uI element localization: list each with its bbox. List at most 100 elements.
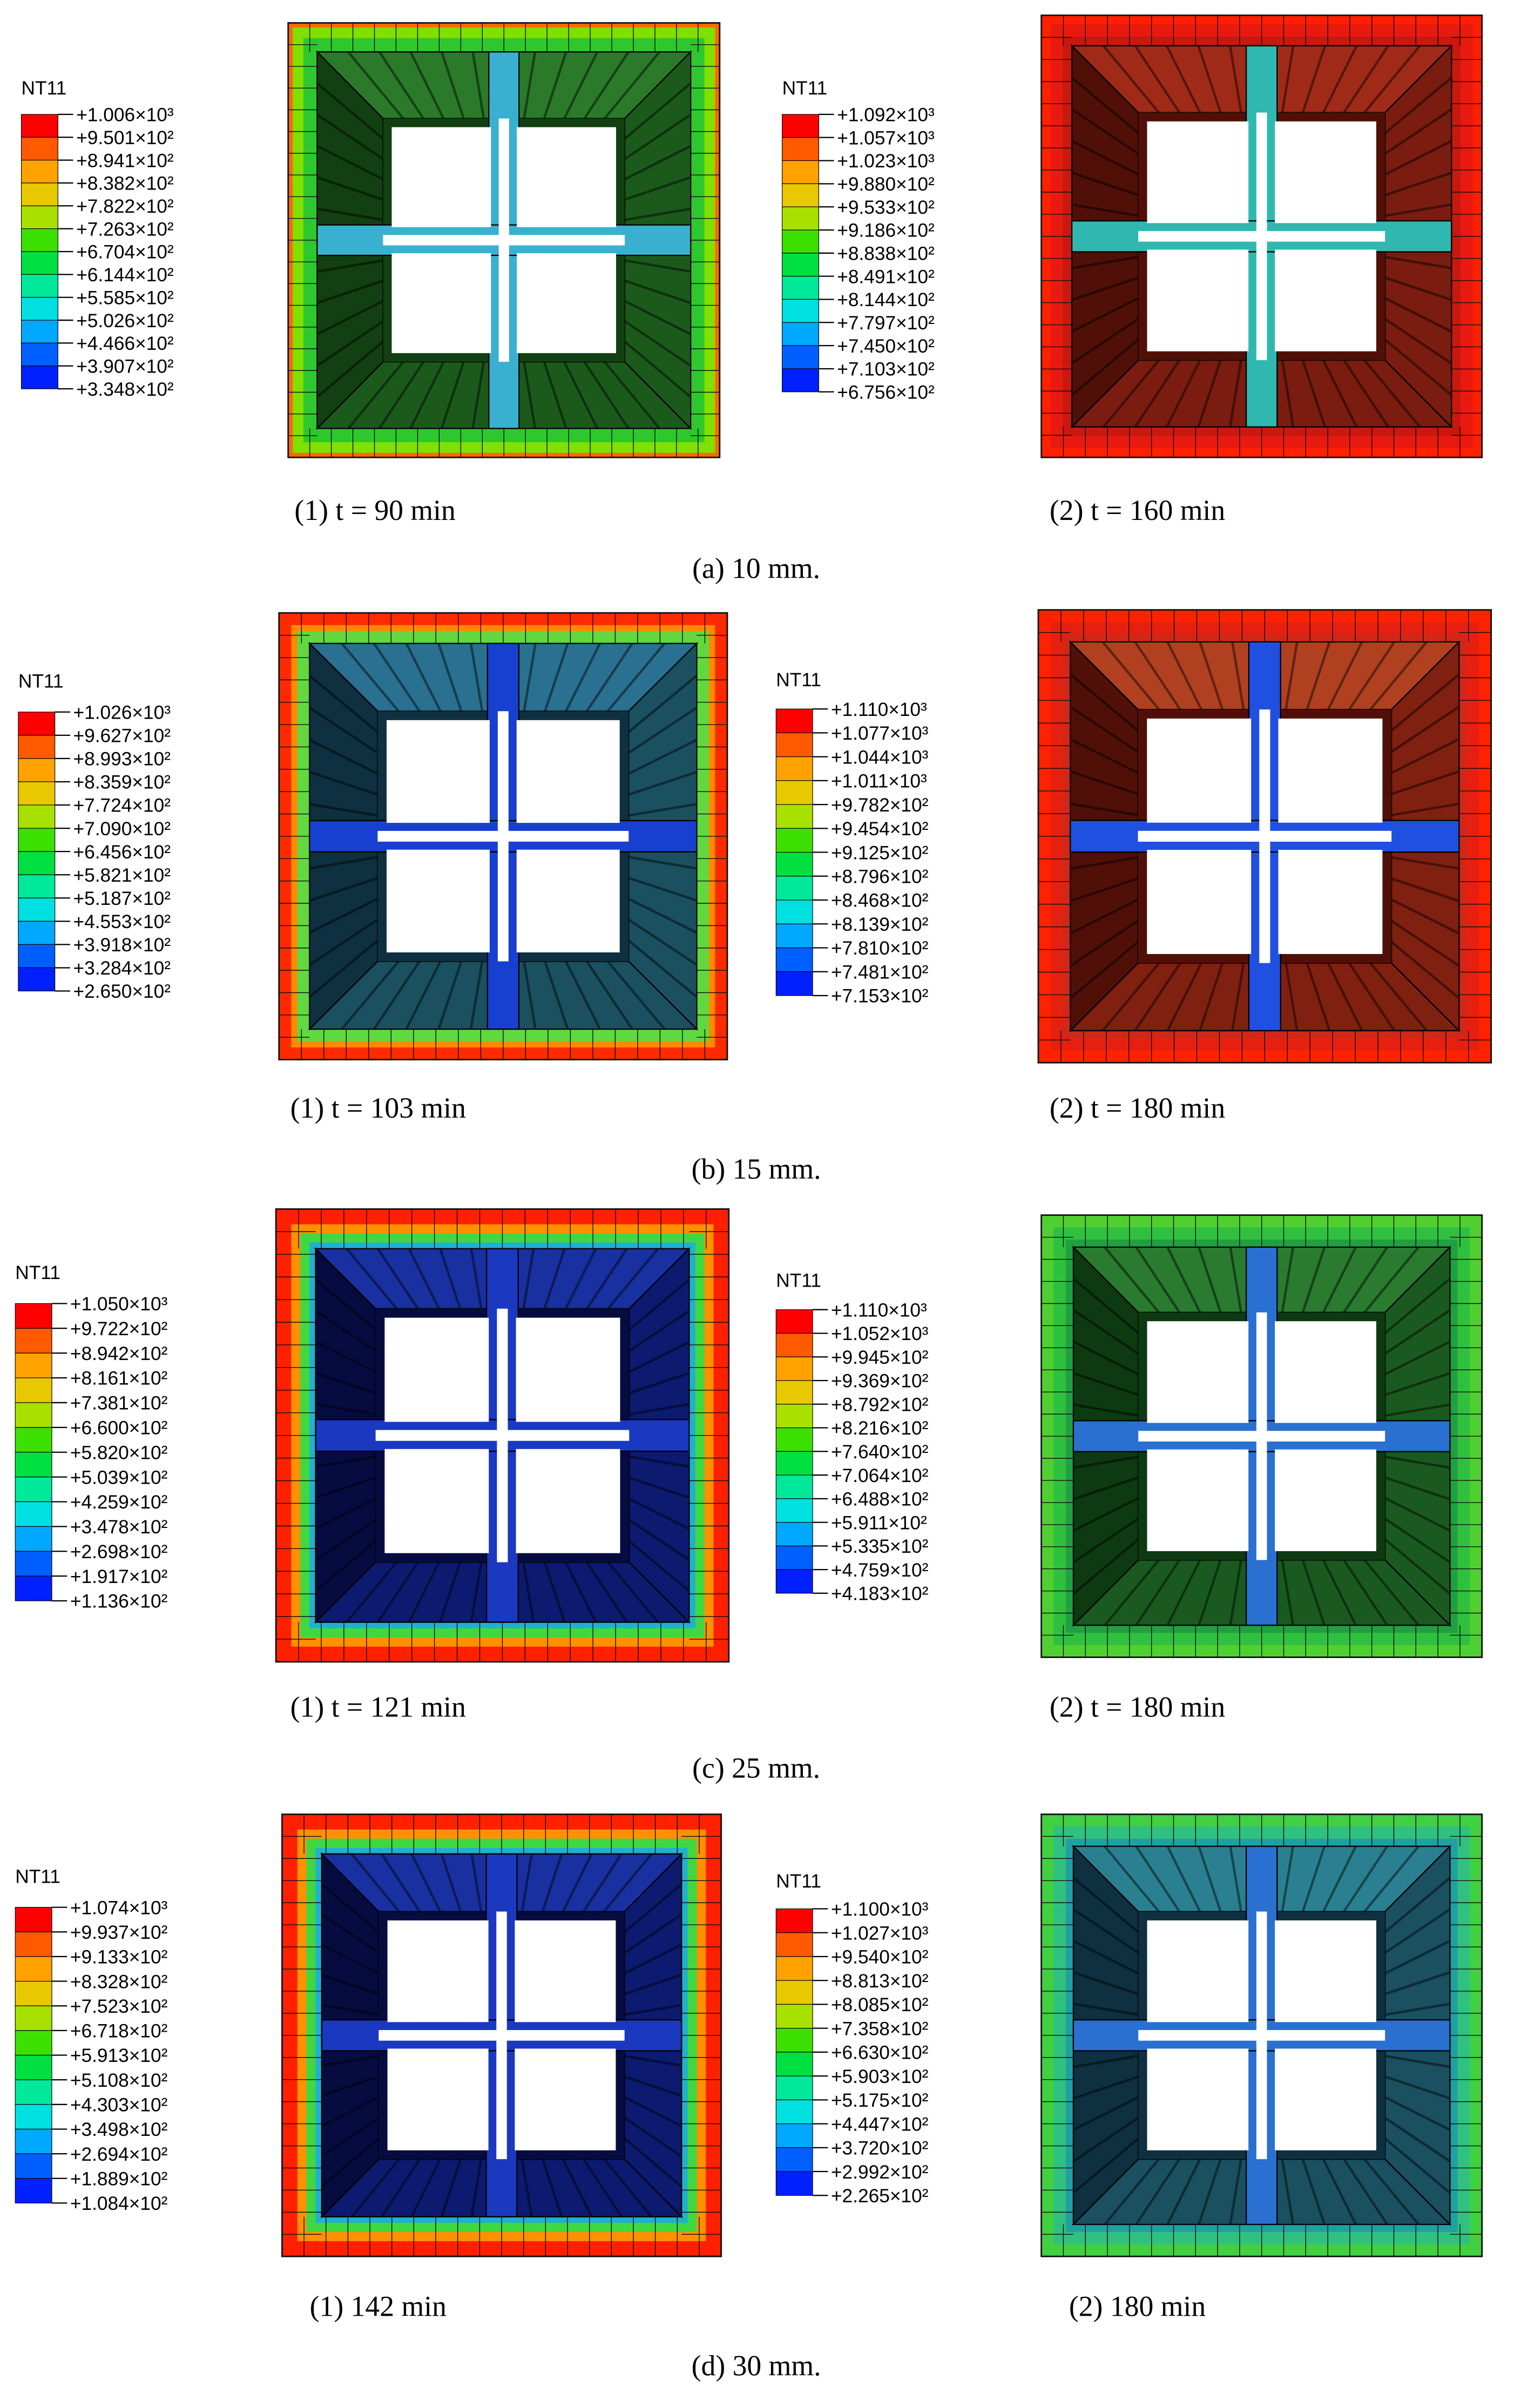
opening [386, 720, 490, 823]
shade-line [1073, 1476, 1139, 1500]
legend-swatch [775, 851, 813, 877]
shade-line [628, 1540, 690, 1592]
legend-level: +1.077×10³ [831, 723, 929, 744]
legend-level: +4.447×10² [831, 2114, 929, 2135]
legend-swatch [15, 1980, 52, 2006]
contour-plot [1037, 609, 1492, 1064]
legend-level: +8.792×10² [831, 1394, 929, 1415]
shade-line [1073, 2003, 1139, 2016]
shade-line [1072, 1497, 1139, 1532]
legend-level: +9.540×10² [831, 1947, 929, 1968]
shade-line [1231, 641, 1245, 710]
shade-line [1384, 140, 1452, 176]
legend-level: +2.992×10² [831, 2162, 929, 2183]
legend-swatch [782, 322, 819, 346]
legend-level: +3.284×10² [73, 958, 171, 979]
legend-title: NT11 [776, 1871, 821, 1892]
shade-line [1363, 45, 1421, 113]
legend-level: +2.650×10² [73, 981, 171, 1002]
contour-plot [1040, 1214, 1483, 1658]
shade-line [1070, 706, 1139, 753]
shade-line [1281, 360, 1295, 428]
shade-line [607, 1561, 659, 1624]
shade-line [1384, 1877, 1451, 1933]
opening [1147, 2048, 1249, 2150]
outline [278, 612, 728, 1061]
shade-line [1072, 1908, 1139, 1954]
legend-level: +8.813×10² [831, 1971, 929, 1992]
legend-level: +1.889×10² [70, 2168, 168, 2189]
opening [386, 849, 490, 953]
legend-level: +1.044×10³ [831, 747, 929, 768]
shade-line [521, 1854, 533, 1912]
shade-line [437, 642, 463, 712]
legend-swatch [18, 921, 56, 945]
shade-line [378, 51, 424, 119]
shade-line [1104, 1845, 1160, 1912]
legend-level: +1.027×10³ [831, 1923, 929, 1944]
legend-level: +3.918×10² [73, 935, 171, 956]
legend-level: +5.108×10² [70, 2070, 168, 2091]
shade-line [563, 51, 599, 119]
opening [1275, 1449, 1376, 1551]
panel-caption: (b) 15 mm. [692, 1153, 821, 1185]
shade-line [1165, 45, 1201, 113]
shade-line [628, 706, 698, 754]
legend-swatch [15, 2128, 52, 2154]
shade-line [543, 361, 567, 429]
legend-level: +3.478×10² [70, 1517, 168, 1538]
legend-level: +1.092×10³ [837, 105, 935, 126]
shade-line [1072, 2096, 1139, 2131]
shade-line [1285, 641, 1299, 710]
shade-line [1134, 359, 1181, 428]
opening [516, 1449, 620, 1553]
legend-swatch [775, 876, 813, 901]
shade-line [627, 674, 698, 733]
shade-line [309, 739, 378, 775]
legend-level: +1.136×10² [70, 1591, 168, 1612]
shade-line [321, 1883, 380, 1933]
legend-swatch [18, 735, 56, 759]
shade-line [1070, 802, 1138, 816]
shade-line [627, 939, 698, 998]
shade-line [1072, 1309, 1139, 1355]
opening [1278, 850, 1383, 954]
shade-line [541, 1854, 563, 1912]
legend-title: NT11 [15, 1866, 60, 1887]
shade-line [380, 1853, 421, 1912]
shade-line [624, 82, 692, 140]
shade-line [562, 2159, 593, 2217]
shade-line [1384, 1340, 1451, 1376]
legend-title: NT11 [776, 669, 821, 691]
shade-line [1391, 802, 1459, 816]
legend-swatch [782, 253, 819, 277]
shade-line [470, 1854, 483, 1912]
shade-line [523, 643, 537, 712]
shade-line [628, 876, 698, 902]
shade-line [624, 300, 692, 336]
shade-line [308, 706, 378, 754]
shade-line [1072, 1277, 1139, 1334]
legend-swatch [18, 874, 56, 898]
shade-line [1384, 171, 1452, 197]
opening [1147, 249, 1249, 351]
plot-caption: (2) t = 180 min [1050, 1691, 1225, 1723]
shade-line [315, 1540, 377, 1592]
legend-swatch [775, 1404, 813, 1429]
shade-line [1073, 1372, 1139, 1396]
legend-level: +7.381×10² [70, 1393, 168, 1414]
outline [275, 1208, 730, 1663]
shade-line [315, 1341, 376, 1374]
opening [378, 2030, 625, 2041]
shade-line [1198, 2159, 1222, 2225]
shade-line [1384, 339, 1452, 396]
shade-line [628, 1310, 690, 1352]
legend-level: +1.050×10³ [70, 1294, 168, 1315]
shade-line [628, 1519, 690, 1561]
plot-caption: (1) 142 min [310, 2290, 447, 2322]
shade-line [1071, 297, 1139, 333]
shade-line [624, 2096, 682, 2127]
legend-swatch [775, 1956, 813, 1981]
legend-level: +4.553×10² [73, 911, 171, 932]
shade-line [347, 361, 404, 429]
